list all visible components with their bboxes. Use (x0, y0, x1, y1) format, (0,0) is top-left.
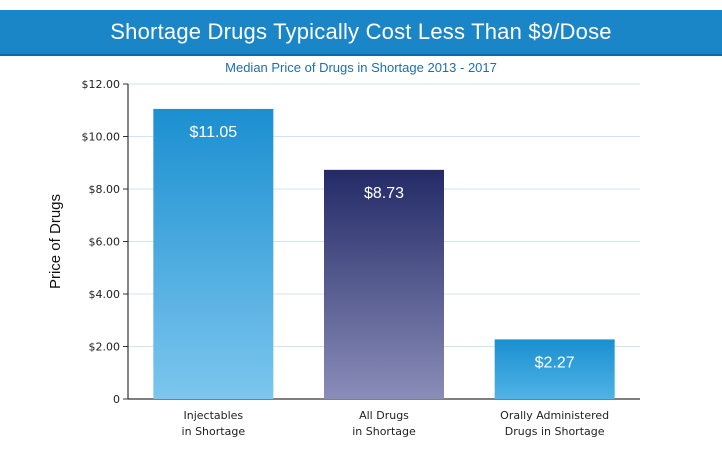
bar-2 (494, 339, 615, 399)
bar-value-label: $11.05 (189, 124, 237, 141)
bar-1 (324, 169, 444, 399)
y-axis-label: Price of Drugs (47, 194, 64, 289)
x-category-label: Orally Administered (500, 409, 609, 422)
x-category-label: Injectables (183, 409, 243, 422)
chart-subtitle: Median Price of Drugs in Shortage 2013 -… (225, 60, 497, 75)
bar-value-label: $8.73 (364, 185, 404, 202)
y-tick-label: $6.00 (89, 236, 121, 249)
bar-0 (153, 108, 274, 399)
x-category-label: Drugs in Shortage (505, 425, 605, 438)
y-tick-label: $4.00 (89, 288, 121, 301)
y-tick-label: $2.00 (89, 341, 121, 354)
bar-value-label: $2.27 (535, 354, 575, 371)
x-category-label: All Drugs (359, 409, 409, 422)
title-bar: Shortage Drugs Typically Cost Less Than … (0, 10, 722, 56)
x-category-label: in Shortage (352, 425, 416, 438)
x-category-label: in Shortage (182, 425, 246, 438)
y-tick-label: $12.00 (82, 78, 121, 91)
y-tick-label: $10.00 (82, 131, 121, 144)
chart-title: Shortage Drugs Typically Cost Less Than … (110, 19, 612, 44)
y-tick-label: $8.00 (89, 183, 121, 196)
y-tick-label: 0 (113, 393, 120, 406)
